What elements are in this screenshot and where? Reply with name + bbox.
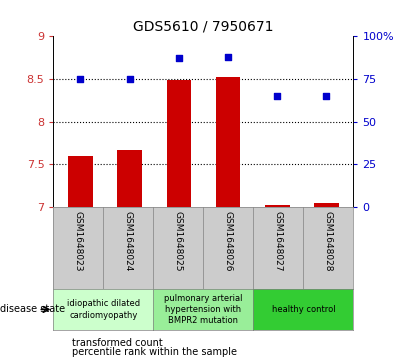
Bar [314, 204, 339, 207]
Point [77, 76, 84, 82]
Text: percentile rank within the sample: percentile rank within the sample [72, 347, 237, 357]
Text: GSM1648027: GSM1648027 [274, 211, 283, 272]
Point [323, 93, 330, 99]
Text: healthy control: healthy control [272, 305, 335, 314]
Text: transformed count: transformed count [72, 338, 163, 348]
Text: GSM1648026: GSM1648026 [224, 211, 233, 272]
Text: idiopathic dilated
cardiomyopathy: idiopathic dilated cardiomyopathy [67, 299, 140, 319]
Point [126, 76, 133, 82]
Text: GSM1648028: GSM1648028 [324, 211, 333, 272]
Bar [166, 80, 191, 207]
Point [225, 54, 231, 60]
Text: GSM1648025: GSM1648025 [174, 211, 183, 272]
Text: pulmonary arterial
hypertension with
BMPR2 mutation: pulmonary arterial hypertension with BMP… [164, 294, 242, 325]
Bar [265, 205, 289, 207]
Bar [216, 77, 240, 207]
Bar [118, 150, 142, 207]
Point [175, 56, 182, 61]
Text: GSM1648023: GSM1648023 [74, 211, 83, 272]
Point [274, 93, 281, 99]
Text: GSM1648024: GSM1648024 [124, 211, 133, 272]
Bar [68, 156, 93, 207]
Text: disease state: disease state [0, 305, 65, 314]
Title: GDS5610 / 7950671: GDS5610 / 7950671 [133, 20, 274, 34]
